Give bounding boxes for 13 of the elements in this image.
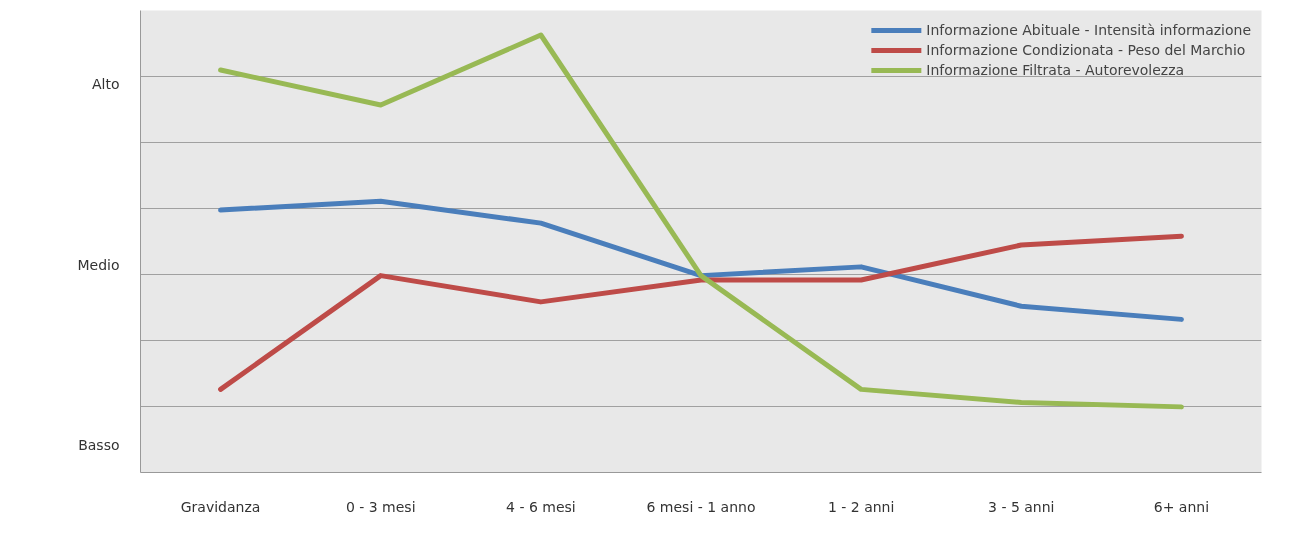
legend-label: Informazione Filtrata - Autorevolezza [926,62,1185,78]
text: Basso [78,436,120,453]
x-tick-label: 6+ anni [1153,498,1210,515]
x-tick-label: Gravidanza [180,498,261,515]
legend-label: Informazione Condizionata - Peso del Marchio [926,42,1246,58]
x-tick-label: 0 - 3 mesi [345,498,416,515]
x-tick-label: 6 mesi - 1 anno [646,498,756,515]
x-tick-label: 1 - 2 anni [827,498,895,515]
x-tick-label: 4 - 6 mesi [506,498,576,515]
x-tick-label: 3 - 5 anni [988,498,1055,515]
text: Alto [91,76,120,93]
text: Medio [77,256,120,273]
legend-label: Informazione Abituale - Intensità informazione [926,22,1251,38]
